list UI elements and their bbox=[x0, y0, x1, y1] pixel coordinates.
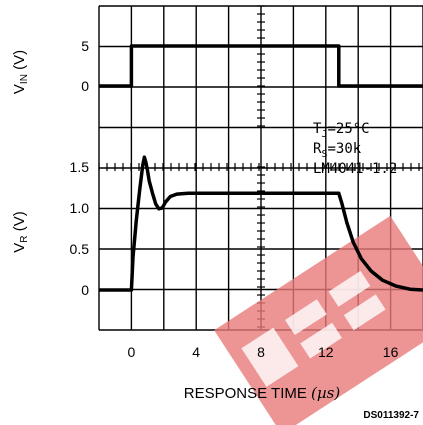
series-lines bbox=[99, 44, 423, 292]
y-tick-label: 0 bbox=[81, 282, 89, 298]
bottom-panel-y-axis-title: VR (V) bbox=[11, 211, 30, 252]
x-tick-label: 4 bbox=[192, 344, 200, 360]
annotation-rs: RS=30k bbox=[313, 141, 362, 160]
y-tick-label: 5 bbox=[81, 38, 89, 54]
annotation-tj: TJ=25°C bbox=[313, 121, 370, 140]
x-axis-title: RESPONSE TIME (µs) bbox=[184, 384, 341, 402]
x-tick-label: 0 bbox=[128, 344, 136, 360]
y-tick-label: 1.5 bbox=[70, 159, 90, 175]
figure-code: DS011392-7 bbox=[363, 410, 419, 421]
vr-series-line bbox=[99, 155, 423, 292]
annotation-part: LM4041-1.2 bbox=[313, 161, 397, 177]
x-tick-label: 8 bbox=[257, 344, 265, 360]
x-tick-label: 12 bbox=[318, 344, 334, 360]
y-tick-label: 0 bbox=[81, 78, 89, 94]
y-tick-label: 1.0 bbox=[70, 200, 90, 216]
bottom-panel-y-tick-labels: 1.5 1.0 0.5 0 bbox=[70, 159, 90, 298]
y-tick-label: 0.5 bbox=[70, 241, 90, 257]
top-panel-y-tick-labels: 50 bbox=[81, 38, 89, 94]
watermark-logo bbox=[214, 215, 423, 425]
top-panel-y-axis-title: VIN (V) bbox=[11, 50, 30, 94]
x-tick-labels: 0 4 8 12 16 bbox=[128, 344, 399, 360]
x-tick-label: 16 bbox=[383, 344, 399, 360]
vin-series-line bbox=[99, 44, 423, 88]
bottom-panel-center-minor-ticks bbox=[98, 163, 420, 328]
